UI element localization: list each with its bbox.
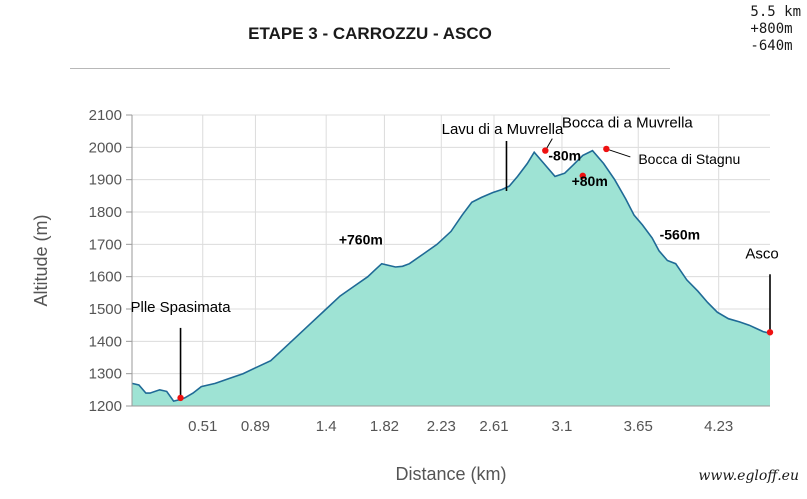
waypoint-marker: [542, 147, 549, 154]
marker-label: Asco: [745, 245, 778, 262]
stat-distance: 5.5 km: [750, 4, 801, 20]
y-tick-label: 1300: [89, 366, 122, 383]
y-tick-label: 1400: [89, 333, 122, 350]
waypoint-markers: Plle Spasimata Bocca di a Muvrella Bocca d…: [131, 115, 779, 402]
x-tick-label: 0.51: [188, 418, 217, 435]
chart-title: ETAPE 3 - CARROZZU - ASCO: [248, 24, 492, 43]
x-tick-label: 3.65: [624, 418, 653, 435]
annotation-label: -560m: [660, 226, 700, 242]
waypoint-marker: [177, 394, 184, 402]
marker-label: Plle Spasimata: [131, 299, 232, 316]
y-tick-label: 2000: [89, 139, 122, 156]
watermark: www.egloff.eu: [698, 468, 799, 484]
y-tick-label: 1600: [89, 269, 122, 286]
x-tick-label: 1.82: [370, 418, 399, 435]
annotation-label: +80m: [572, 173, 608, 189]
x-tick-label: 2.61: [479, 418, 508, 435]
tick-labels: 1200 1300 1400 1500 1600 1700 1800 1900 2000 2100…: [89, 107, 734, 435]
waypoint-marker: [766, 329, 774, 336]
x-axis-label: Distance (km): [395, 464, 506, 484]
stage-stats: 5.5 km +800m -640m: [750, 4, 801, 55]
annotation-label: Lavu di a Muvrella: [442, 121, 564, 138]
y-tick-label: 1900: [89, 172, 122, 189]
marker-label: Bocca di a Muvrella: [562, 115, 694, 132]
leader-line: [606, 148, 631, 158]
y-tick-label: 1700: [89, 236, 122, 253]
x-tick-label: 1.4: [316, 418, 337, 435]
x-tick-label: 0.89: [241, 418, 270, 435]
stat-descent: -640m: [750, 38, 793, 54]
y-tick-label: 2100: [89, 107, 122, 124]
x-tick-label: 4.23: [704, 418, 733, 435]
x-tick-label: 2.23: [427, 418, 456, 435]
y-tick-label: 1200: [89, 398, 122, 415]
y-axis-label: Altitude (m): [31, 214, 51, 306]
annotations: Lavu di a Muvrella +760m -80m +80m -560m: [339, 121, 700, 247]
annotation-label: -80m: [548, 147, 581, 163]
waypoint-marker: [579, 172, 586, 179]
waypoint-marker: [603, 145, 610, 153]
x-tick-label: 3.1: [552, 418, 573, 435]
annotation-label: +760m: [339, 231, 383, 247]
elevation-area: [132, 150, 770, 406]
y-tick-label: 1800: [89, 204, 122, 221]
y-tick-label: 1500: [89, 301, 122, 318]
elevation-line: [131, 149, 771, 403]
axes: [126, 114, 770, 407]
marker-label: Bocca di Stagnu: [638, 151, 740, 167]
title-divider: [70, 68, 670, 69]
stat-ascent: +800m: [750, 21, 793, 37]
